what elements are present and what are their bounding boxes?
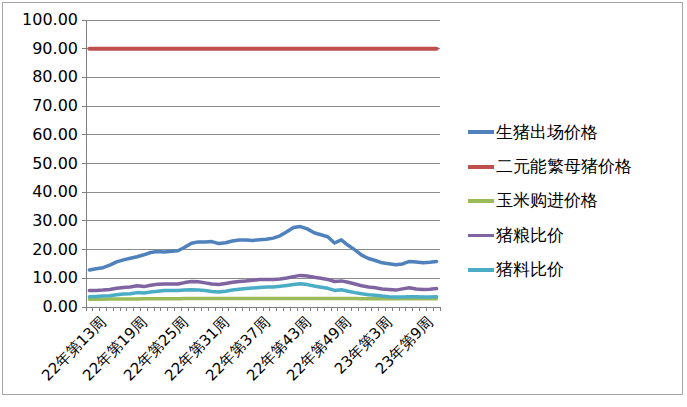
legend-item-pig-grain-ratio[interactable]: 猪粮比价 bbox=[468, 218, 632, 252]
y-axis-tick-label: 10.00 bbox=[0, 269, 78, 287]
legend-swatch-pig-feed-ratio bbox=[468, 268, 494, 272]
legend-swatch-sow-price bbox=[468, 165, 494, 169]
legend-label: 猪粮比价 bbox=[496, 224, 564, 247]
y-axis-tick-label: 20.00 bbox=[0, 241, 78, 259]
legend-label: 二元能繁母猪价格 bbox=[496, 155, 632, 178]
y-axis-tick-label: 30.00 bbox=[0, 212, 78, 230]
legend-item-pig-exit-price[interactable]: 生猪出场价格 bbox=[468, 115, 632, 149]
legend: 生猪出场价格二元能繁母猪价格玉米购进价格猪粮比价猪料比价 bbox=[468, 115, 632, 287]
y-axis-tick-label: 50.00 bbox=[0, 155, 78, 173]
legend-swatch-pig-grain-ratio bbox=[468, 234, 494, 238]
y-axis-tick-label: 40.00 bbox=[0, 183, 78, 201]
y-axis-tick-label: 70.00 bbox=[0, 97, 78, 115]
legend-swatch-corn-purchase-price bbox=[468, 199, 494, 203]
series-line-corn-purchase-price[interactable] bbox=[89, 298, 436, 299]
legend-item-corn-purchase-price[interactable]: 玉米购进价格 bbox=[468, 184, 632, 218]
legend-item-sow-price[interactable]: 二元能繁母猪价格 bbox=[468, 149, 632, 183]
y-axis-tick-label: 0.00 bbox=[0, 298, 78, 316]
y-axis-tick-label: 80.00 bbox=[0, 68, 78, 86]
legend-swatch-pig-exit-price bbox=[468, 130, 494, 134]
y-axis-tick-label: 90.00 bbox=[0, 40, 78, 58]
legend-label: 玉米购进价格 bbox=[496, 189, 598, 212]
legend-label: 生猪出场价格 bbox=[496, 121, 598, 144]
series-line-pig-exit-price[interactable] bbox=[89, 227, 436, 270]
legend-item-pig-feed-ratio[interactable]: 猪料比价 bbox=[468, 253, 632, 287]
y-axis-tick-label: 60.00 bbox=[0, 126, 78, 144]
y-axis-tick-label: 100.00 bbox=[0, 11, 78, 29]
legend-label: 猪料比价 bbox=[496, 258, 564, 281]
